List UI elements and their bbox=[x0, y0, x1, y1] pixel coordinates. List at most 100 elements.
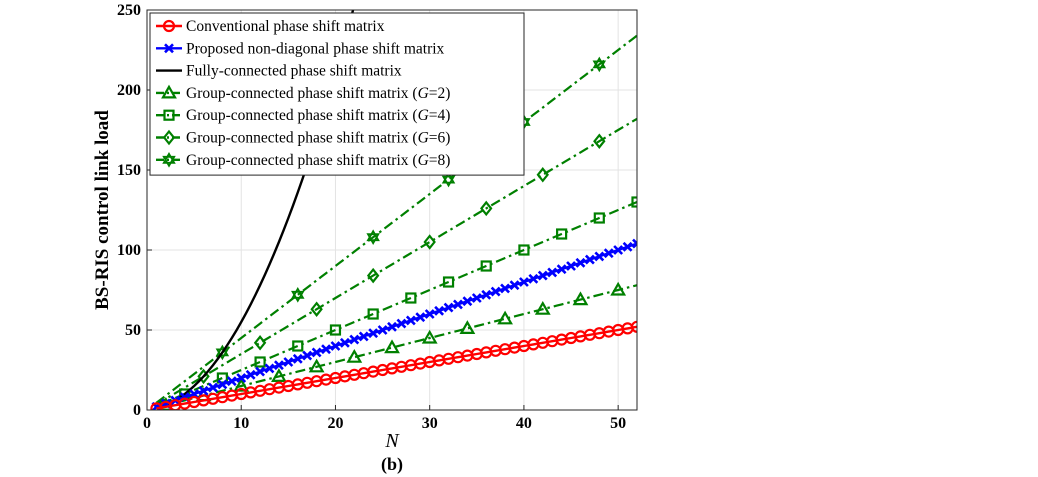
data-point-x bbox=[632, 238, 637, 249]
y-tick-label: 150 bbox=[117, 162, 141, 179]
legend-label: Conventional phase shift matrix bbox=[186, 18, 385, 35]
data-point-square bbox=[442, 276, 455, 288]
series-line bbox=[155, 34, 637, 404]
figure-caption: (b) bbox=[381, 454, 403, 475]
data-point-x bbox=[594, 251, 605, 262]
legend-box bbox=[149, 12, 525, 176]
data-point-x bbox=[330, 341, 341, 351]
data-point-hexagram bbox=[592, 56, 607, 69]
x-tick-label: 10 bbox=[233, 415, 249, 432]
data-point-square bbox=[556, 228, 568, 240]
data-point-square bbox=[631, 196, 637, 208]
legend: Conventional phase shift matrix Proposed … bbox=[149, 12, 525, 176]
data-point-x bbox=[566, 261, 576, 271]
data-point-x bbox=[274, 360, 284, 371]
data-point-x bbox=[368, 328, 379, 339]
x-tick-label: 0 bbox=[143, 415, 151, 432]
series-line bbox=[155, 200, 637, 408]
data-point-square bbox=[480, 260, 492, 272]
data-point-x bbox=[311, 347, 322, 358]
data-point-hexagram bbox=[291, 287, 305, 299]
data-point-diamond bbox=[310, 301, 323, 317]
data-point-triangle bbox=[346, 348, 363, 363]
legend-label: Group-connected phase shift matrix (G=4) bbox=[186, 107, 450, 124]
axes-box bbox=[146, 9, 638, 411]
data-point-square bbox=[367, 308, 379, 320]
data-point-x bbox=[434, 305, 445, 316]
data-point-x bbox=[339, 337, 350, 348]
data-point-triangle bbox=[384, 339, 400, 354]
data-point-triangle bbox=[610, 281, 627, 296]
y-tick-label: 100 bbox=[117, 242, 141, 259]
data-point-x bbox=[462, 296, 473, 307]
data-point-square bbox=[329, 324, 342, 336]
data-point-triangle bbox=[572, 291, 589, 306]
series-5 bbox=[155, 196, 637, 408]
data-point-hexagram bbox=[162, 152, 176, 164]
data-point-square bbox=[405, 292, 417, 304]
data-point-triangle bbox=[534, 300, 551, 315]
series-2 bbox=[151, 238, 637, 410]
legend-label: Group-connected phase shift matrix (G=6) bbox=[186, 130, 450, 147]
data-point-x bbox=[556, 264, 567, 275]
data-point-triangle bbox=[459, 320, 476, 334]
y-tick-label: 50 bbox=[125, 322, 141, 339]
data-point-hexagram bbox=[162, 155, 176, 168]
data-point-hexagram bbox=[366, 233, 380, 246]
data-point-hexagram bbox=[441, 171, 456, 184]
series-layer bbox=[150, 10, 637, 410]
data-point-triangle bbox=[497, 310, 513, 325]
data-point-diamond bbox=[162, 129, 176, 146]
data-point-triangle bbox=[421, 329, 438, 344]
series-3 bbox=[156, 10, 355, 410]
legend-item: Group-connected phase shift matrix (G=8) bbox=[156, 152, 450, 169]
data-point-x bbox=[245, 369, 256, 380]
data-point-diamond bbox=[480, 200, 493, 217]
data-point-x bbox=[349, 334, 360, 345]
series-1 bbox=[150, 320, 637, 410]
data-point-hexagram bbox=[215, 348, 230, 361]
legend-item: Proposed non-diagonal phase shift matrix bbox=[156, 40, 445, 57]
legend-label: Proposed non-diagonal phase shift matrix bbox=[186, 40, 445, 57]
x-tick-label: 40 bbox=[516, 415, 532, 432]
data-point-x bbox=[453, 299, 463, 310]
ticks: 0 10 20 30 40 50 0 50 100 150 200 250 bbox=[117, 2, 626, 432]
series-4 bbox=[156, 281, 637, 410]
y-tick-label: 0 bbox=[133, 402, 141, 419]
data-point-square bbox=[292, 340, 304, 352]
data-point-x bbox=[387, 321, 397, 332]
data-point-x bbox=[481, 289, 492, 300]
data-point-square bbox=[216, 372, 228, 384]
legend-item: Fully-connected phase shift matrix bbox=[156, 63, 402, 80]
data-point-x bbox=[415, 312, 426, 323]
legend-item: Group-connected phase shift matrix (G=4) bbox=[156, 107, 450, 124]
data-point-hexagram bbox=[441, 175, 456, 188]
legend-label: Group-connected phase shift matrix (G=2) bbox=[186, 85, 450, 102]
data-point-x bbox=[255, 366, 265, 377]
data-point-x bbox=[198, 385, 209, 396]
y-axis-label: BS-RIS control link load bbox=[92, 110, 113, 310]
data-point-x bbox=[490, 286, 501, 297]
data-point-x bbox=[377, 325, 388, 335]
data-point-x bbox=[396, 318, 407, 329]
data-point-x bbox=[519, 277, 529, 287]
data-point-diamond bbox=[253, 335, 267, 351]
y-tick-label: 200 bbox=[117, 82, 141, 99]
data-point-x bbox=[575, 257, 586, 268]
data-point-x bbox=[264, 363, 275, 374]
x-tick-label: 50 bbox=[610, 415, 626, 432]
data-point-x bbox=[226, 376, 237, 387]
data-point-hexagram bbox=[291, 290, 305, 303]
y-tick-label: 250 bbox=[117, 2, 141, 19]
data-point-triangle bbox=[308, 358, 325, 373]
data-point-x bbox=[509, 280, 520, 291]
data-point-x bbox=[528, 273, 539, 284]
data-point-x bbox=[283, 357, 294, 367]
data-point-circle bbox=[630, 320, 637, 333]
x-axis-label: N bbox=[384, 430, 400, 452]
data-point-x bbox=[236, 373, 247, 383]
data-point-square bbox=[593, 212, 605, 224]
data-point-x bbox=[405, 315, 416, 326]
legend-item: Group-connected phase shift matrix (G=6) bbox=[156, 130, 450, 147]
